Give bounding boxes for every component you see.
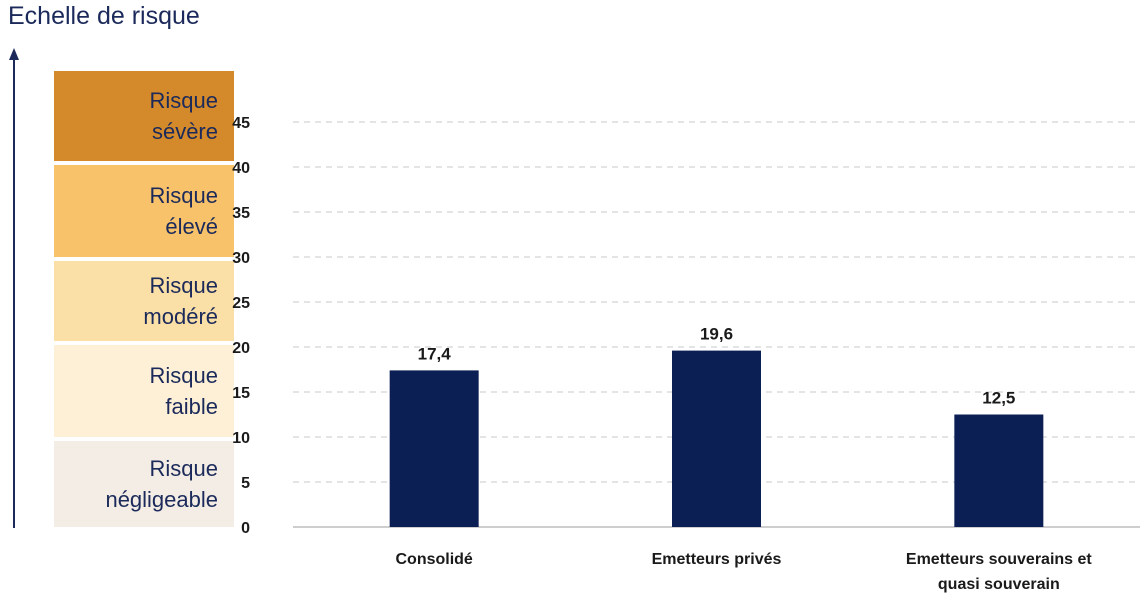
- bar: [672, 350, 761, 527]
- risk-band-label: sévère: [151, 119, 218, 144]
- risk-band-label: négligeable: [105, 487, 218, 512]
- y-tick-label: 45: [232, 115, 250, 132]
- risk-band-moderate: Risque modéré: [54, 261, 234, 341]
- category-label: quasi souverain: [938, 576, 1060, 593]
- y-tick-label: 5: [241, 475, 250, 492]
- y-tick-label: 20: [232, 340, 250, 357]
- data-label: 19,6: [700, 325, 733, 344]
- risk-band-high: Risque élevé: [54, 165, 234, 257]
- risk-band-label: Risque: [149, 273, 218, 298]
- risk-band-label: Risque: [149, 456, 218, 481]
- bar: [389, 370, 479, 527]
- risk-band-low: Risque faible: [54, 345, 234, 437]
- risk-band-label: Risque: [149, 183, 218, 208]
- bar: [954, 414, 1044, 527]
- y-tick-label: 40: [232, 160, 250, 177]
- risk-band-negligible: Risque négligeable: [54, 441, 234, 527]
- arrow-head-icon: [9, 48, 19, 60]
- risk-band-label: Risque: [149, 88, 218, 113]
- y-tick-label: 15: [232, 385, 250, 402]
- y-tick-label: 35: [232, 205, 250, 222]
- category-label: Emetteurs privés: [652, 551, 782, 568]
- risk-scale-title: Echelle de risque: [8, 2, 200, 30]
- data-label: 12,5: [982, 389, 1015, 408]
- y-tick-label: 25: [232, 295, 250, 312]
- category-label: Consolidé: [395, 551, 472, 568]
- risk-band-severe: Risque sévère: [54, 71, 234, 161]
- category-label: Emetteurs souverains et: [906, 551, 1093, 568]
- risk-band-label: Risque: [149, 363, 218, 388]
- risk-scale-arrow: [9, 48, 19, 528]
- y-tick-label: 0: [241, 520, 250, 537]
- risk-band-label: élevé: [165, 214, 218, 239]
- y-tick-label: 30: [232, 250, 250, 267]
- risk-band-label: modéré: [143, 304, 218, 329]
- data-label: 17,4: [418, 344, 452, 363]
- risk-band-label: faible: [165, 394, 218, 419]
- y-tick-label: 10: [232, 430, 250, 447]
